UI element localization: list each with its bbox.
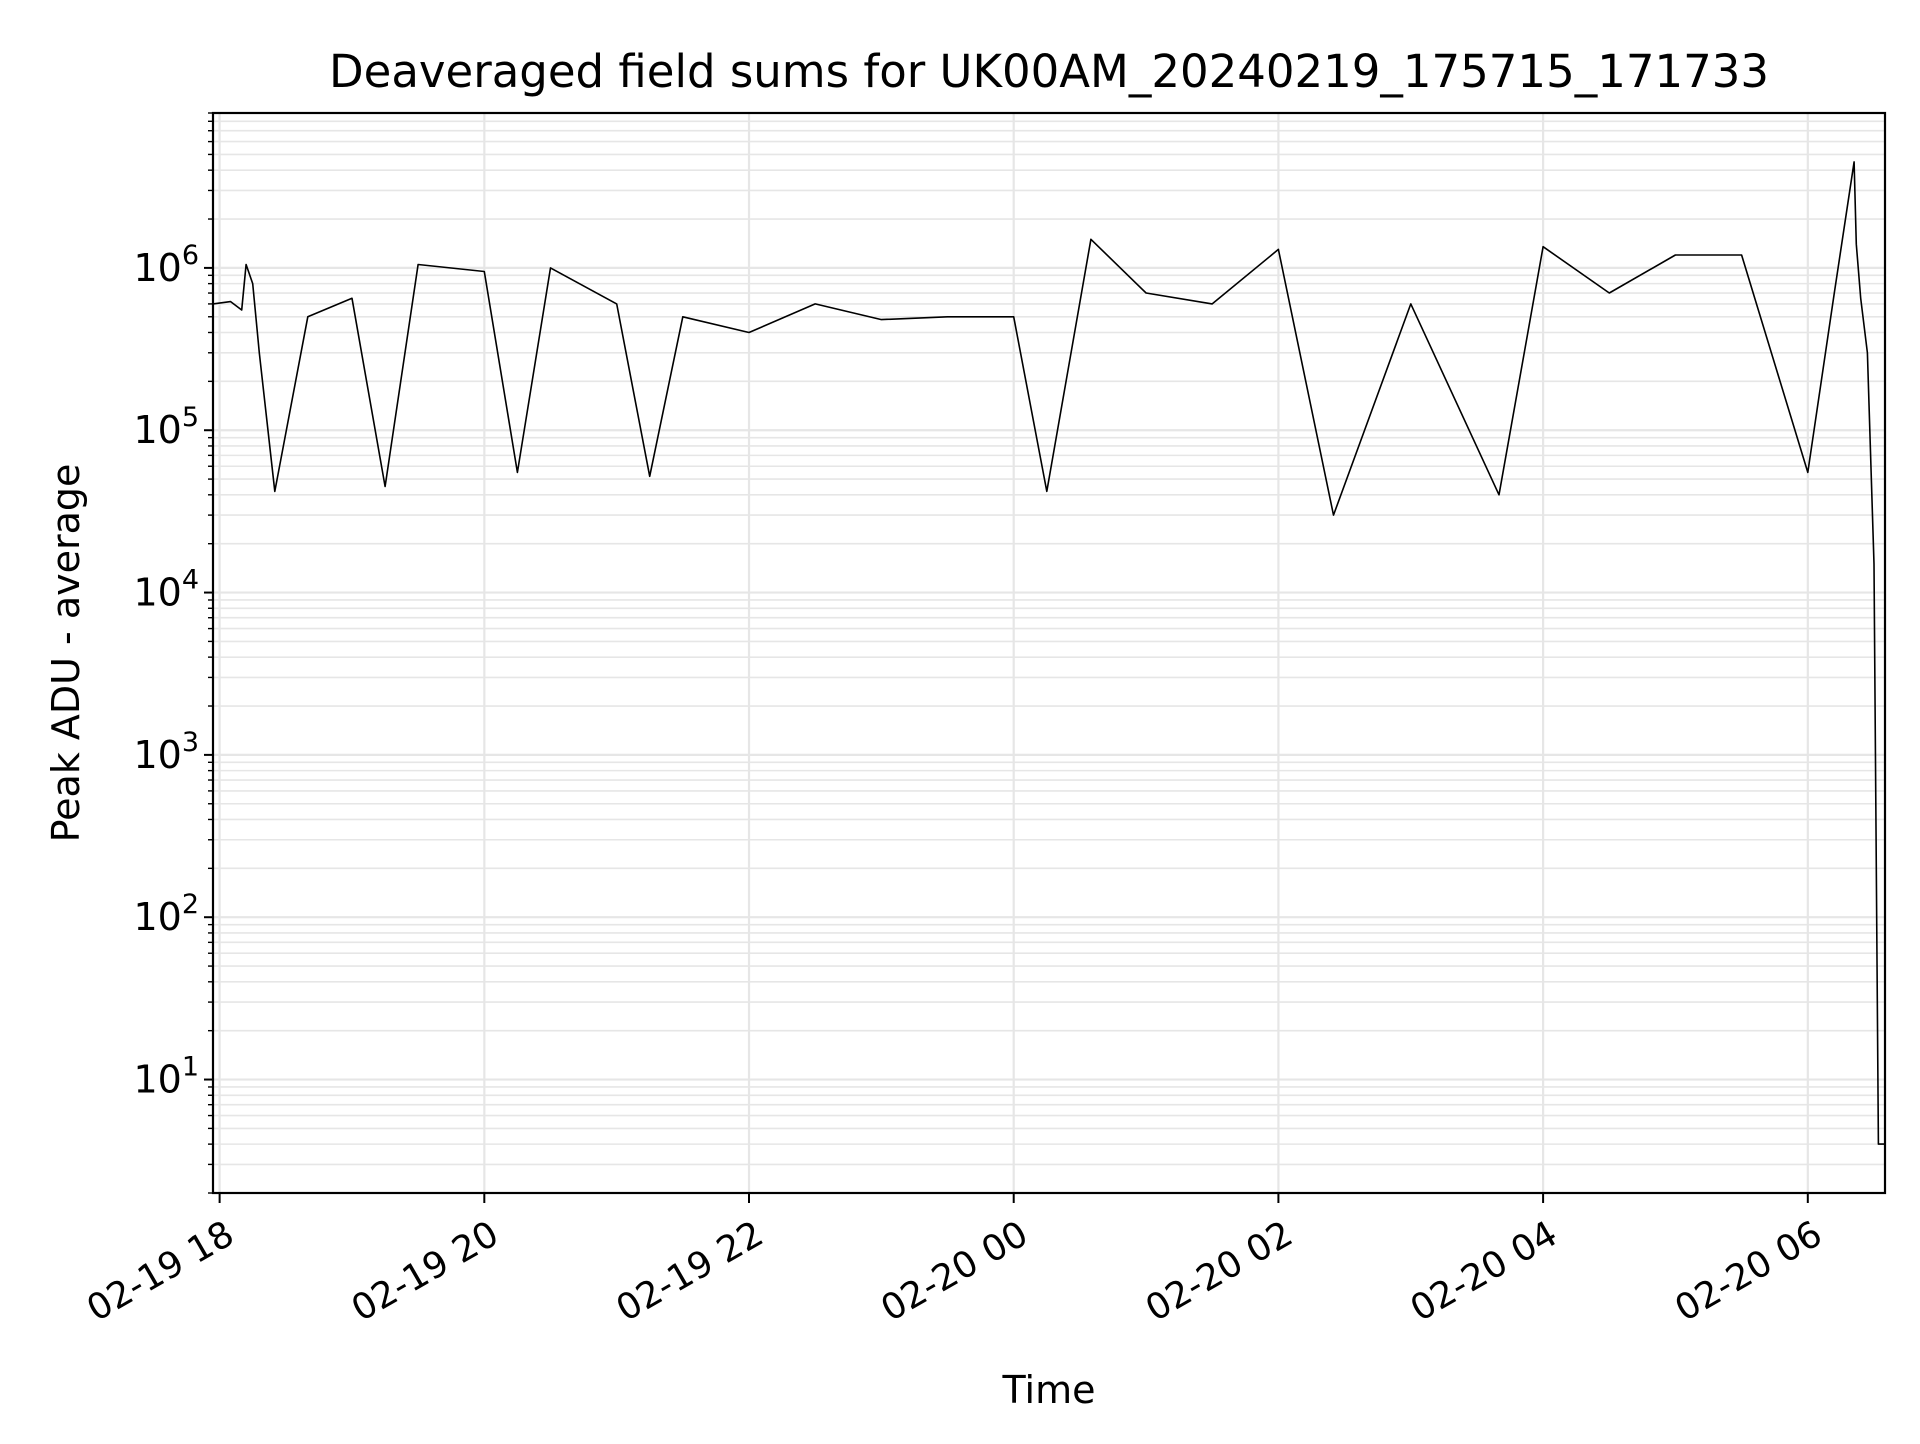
plot-frame bbox=[211, 111, 1887, 1195]
y-tick-label: 106 bbox=[133, 240, 199, 290]
y-tick-label: 105 bbox=[133, 402, 199, 452]
chart-title: Deaveraged field sums for UK00AM_2024021… bbox=[329, 45, 1769, 98]
x-axis-label: Time bbox=[1002, 1368, 1096, 1412]
line-layer bbox=[212, 161, 1885, 1145]
y-tick-label: 103 bbox=[133, 727, 199, 777]
series-line bbox=[212, 161, 1885, 1145]
y-tick-label: 101 bbox=[133, 1052, 199, 1102]
grid-layer bbox=[213, 112, 1885, 1194]
y-tick-label: 102 bbox=[133, 889, 199, 939]
y-tick-label: 104 bbox=[133, 565, 199, 615]
y-axis-label: Peak ADU - average bbox=[44, 464, 88, 843]
